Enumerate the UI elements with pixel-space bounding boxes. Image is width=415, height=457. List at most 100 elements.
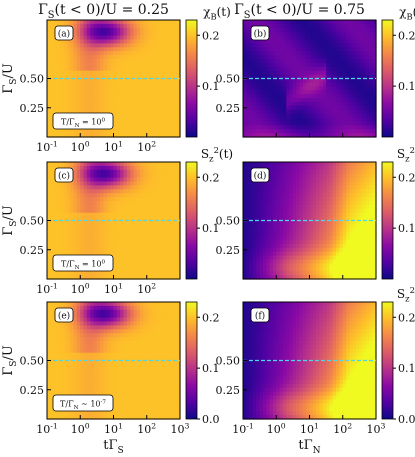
heatmap-cell bbox=[336, 263, 341, 268]
heatmap-cell bbox=[312, 101, 317, 107]
heatmap-cell bbox=[309, 35, 314, 41]
heatmap-cell bbox=[146, 275, 151, 280]
heatmap-cell bbox=[276, 255, 281, 261]
heatmap-cell bbox=[372, 125, 377, 130]
heatmap-cell bbox=[116, 259, 121, 264]
heatmap-cell bbox=[332, 247, 337, 253]
heatmap-cell bbox=[259, 62, 264, 68]
heatmap-cell bbox=[113, 216, 118, 222]
heatmap-cell bbox=[86, 39, 91, 44]
heatmap-cell bbox=[160, 275, 164, 280]
heatmap-cell bbox=[153, 133, 158, 138]
heatmap-cell bbox=[326, 232, 331, 237]
heatmap-cell bbox=[136, 251, 141, 257]
heatmap-cell bbox=[366, 113, 370, 119]
heatmap-cell bbox=[106, 62, 111, 68]
heatmap-cell bbox=[96, 185, 101, 190]
heatmap-cell bbox=[73, 47, 78, 52]
heatmap-cell bbox=[146, 201, 151, 206]
heatmap-cell bbox=[322, 275, 327, 280]
heatmap-cell bbox=[110, 98, 115, 103]
heatmap-cell bbox=[372, 129, 377, 134]
heatmap-cell bbox=[336, 271, 341, 276]
heatmap-cell bbox=[299, 78, 304, 83]
heatmap-cell bbox=[249, 129, 254, 134]
heatmap-cell bbox=[53, 224, 58, 229]
heatmap-cell bbox=[259, 51, 264, 56]
heatmap-cell bbox=[120, 59, 125, 64]
heatmap-cell bbox=[163, 43, 168, 48]
heatmap-cell bbox=[299, 232, 304, 237]
heatmap-cell bbox=[103, 101, 108, 107]
heatmap-cell bbox=[176, 125, 181, 130]
heatmap-cell bbox=[166, 169, 171, 175]
heatmap-cell bbox=[156, 271, 161, 276]
heatmap-cell bbox=[369, 251, 374, 257]
heatmap-cell bbox=[292, 181, 297, 186]
heatmap-cell bbox=[133, 243, 138, 249]
heatmap-cell bbox=[76, 189, 81, 194]
heatmap-cell bbox=[306, 204, 311, 210]
heatmap-cell bbox=[312, 240, 317, 245]
heatmap-cell bbox=[56, 236, 61, 241]
heatmap-cell bbox=[289, 165, 294, 171]
heatmap-cell bbox=[100, 59, 105, 64]
heatmap-cell bbox=[252, 193, 257, 198]
heatmap-cell bbox=[286, 125, 291, 130]
heatmap-cell bbox=[153, 169, 158, 175]
heatmap-cell bbox=[146, 165, 151, 171]
heatmap-cell bbox=[70, 43, 75, 48]
heatmap-cell bbox=[47, 208, 51, 214]
heatmap-cell bbox=[150, 236, 154, 241]
heatmap-cell bbox=[252, 240, 257, 245]
heatmap-cell bbox=[292, 31, 297, 37]
heatmap-cell bbox=[256, 86, 261, 91]
heatmap-cell bbox=[113, 113, 118, 119]
heatmap-cell bbox=[262, 98, 267, 103]
heatmap-cell bbox=[369, 51, 374, 56]
heatmap-cell bbox=[339, 224, 344, 229]
heatmap-cell bbox=[136, 113, 141, 119]
heatmap-cell bbox=[96, 70, 101, 76]
heatmap-cell bbox=[123, 162, 128, 167]
heatmap-cell bbox=[336, 189, 341, 194]
heatmap-cell bbox=[123, 20, 128, 25]
heatmap-cell bbox=[359, 47, 364, 52]
heatmap-cell bbox=[130, 98, 135, 103]
heatmap-cell bbox=[123, 70, 128, 76]
heatmap-cell bbox=[256, 82, 261, 87]
heatmap-cell bbox=[76, 98, 81, 103]
heatmap-cell bbox=[153, 109, 158, 115]
heatmap-cell bbox=[319, 173, 324, 179]
heatmap-cell bbox=[156, 55, 161, 60]
heatmap-cell bbox=[143, 105, 148, 111]
heatmap-cell bbox=[279, 185, 284, 190]
heatmap-cell bbox=[326, 189, 331, 194]
heatmap-cell bbox=[372, 98, 377, 103]
heatmap-cell bbox=[286, 212, 291, 218]
heatmap-cell bbox=[113, 27, 118, 33]
heatmap-cell bbox=[100, 82, 105, 87]
heatmap-cell bbox=[70, 55, 75, 60]
heatmap-cell bbox=[140, 125, 145, 130]
heatmap-cell bbox=[110, 162, 115, 167]
heatmap-cell bbox=[173, 185, 178, 190]
heatmap-cell bbox=[256, 232, 261, 237]
heatmap-cell bbox=[53, 228, 58, 233]
heatmap-cell bbox=[316, 275, 321, 280]
heatmap-cell bbox=[126, 82, 131, 87]
heatmap-cell bbox=[249, 181, 254, 186]
heatmap-cell bbox=[249, 251, 254, 257]
heatmap-cell bbox=[286, 133, 291, 138]
heatmap-cell bbox=[262, 197, 267, 202]
heatmap-cell bbox=[296, 86, 301, 91]
heatmap-cell bbox=[133, 216, 138, 222]
heatmap-cell bbox=[352, 173, 357, 179]
heatmap-cell bbox=[302, 255, 307, 261]
heatmap-cell bbox=[106, 181, 111, 186]
heatmap-cell bbox=[130, 240, 135, 245]
heatmap-cell bbox=[266, 74, 271, 80]
heatmap-cell bbox=[243, 181, 247, 186]
heatmap-cell bbox=[103, 43, 108, 48]
heatmap-cell bbox=[339, 201, 344, 206]
